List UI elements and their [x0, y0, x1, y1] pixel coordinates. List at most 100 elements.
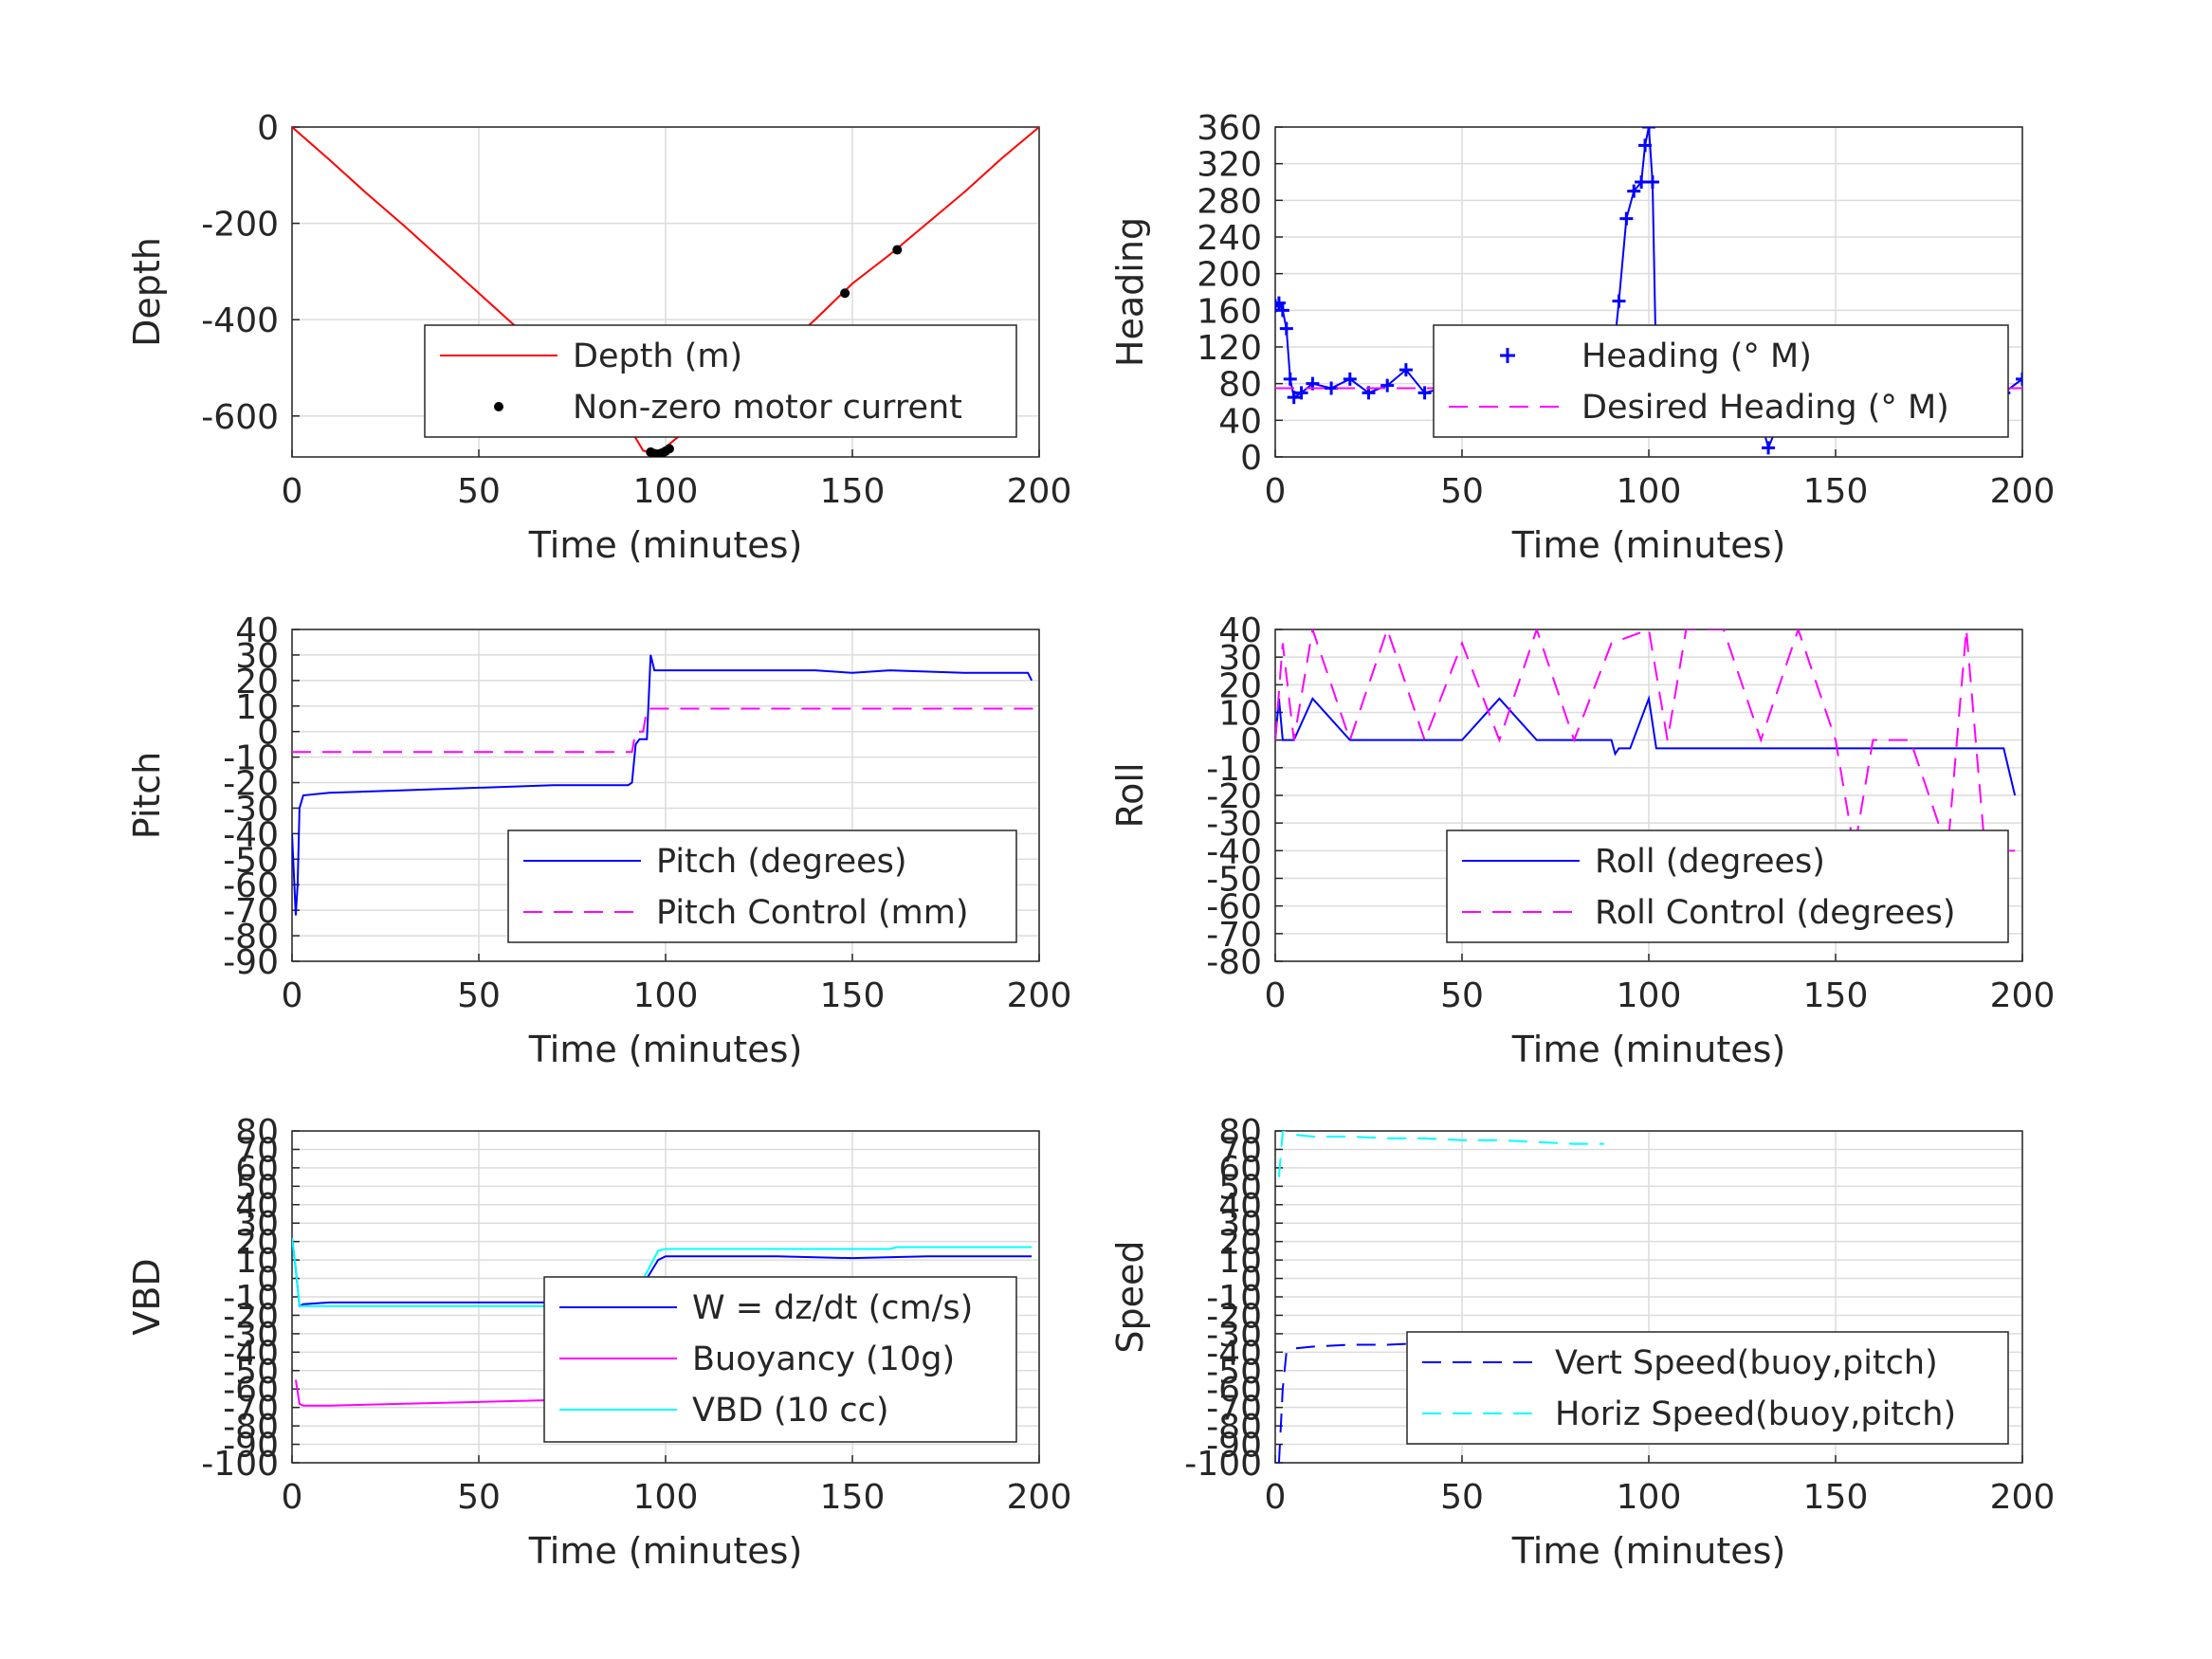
- y-tick-label: -50: [1206, 861, 1262, 900]
- x-tick-label: 0: [1265, 472, 1287, 511]
- x-tick-label: 100: [1617, 976, 1682, 1015]
- y-tick-label: -70: [223, 892, 279, 931]
- y-tick-label: 50: [235, 1168, 279, 1207]
- y-tick-label: -80: [1206, 943, 1262, 982]
- series-line: [292, 707, 1039, 754]
- y-tick-label: 70: [1218, 1131, 1262, 1170]
- y-tick-label: 80: [235, 1113, 279, 1152]
- y-tick-label: 30: [235, 1205, 279, 1244]
- y-tick-label: 10: [235, 688, 279, 727]
- y-tick-label: -40: [1206, 832, 1262, 871]
- legend-box: [424, 324, 1017, 438]
- data-point: [2016, 372, 2022, 386]
- y-tick-label: -80: [223, 918, 279, 957]
- x-tick-label: 200: [1990, 472, 2056, 511]
- y-tick-label: -30: [1206, 1316, 1262, 1355]
- series-line: [1275, 629, 2016, 852]
- chart-panel-4: 0 50 100 150 200403020100-10-20-30-40-50-60-…: [1109, 611, 2055, 1070]
- y-tick-label: 0: [257, 109, 279, 148]
- y-tick-label: 10: [1218, 1242, 1262, 1281]
- x-tick-label: 100: [1617, 1478, 1682, 1517]
- y-tick-label: -20: [223, 1297, 279, 1336]
- y-tick-label: -10: [1206, 750, 1262, 789]
- legend-label: Pitch Control (mm): [656, 894, 968, 932]
- y-tick-label: -90: [1206, 1427, 1262, 1466]
- y-tick-label: -90: [223, 1427, 279, 1466]
- legend-label: Roll (degrees): [1595, 843, 1825, 881]
- x-tick-label: 150: [820, 976, 886, 1015]
- legend-label: Buoyancy (10g): [692, 1340, 955, 1378]
- x-tick-label: 100: [1617, 472, 1682, 511]
- x-tick-label: 0: [282, 976, 303, 1015]
- y-axis-label: Depth: [126, 237, 168, 347]
- y-tick-label: -10: [1206, 1279, 1262, 1318]
- y-tick-label: 60: [235, 1150, 279, 1189]
- x-tick-label: 0: [1265, 1478, 1287, 1517]
- y-tick-label: 280: [1197, 182, 1262, 221]
- y-tick-label: -80: [1206, 1408, 1262, 1447]
- legend: Heading (° M) Desired Heading (° M): [1433, 324, 2009, 438]
- y-tick-label: 120: [1197, 329, 1262, 368]
- y-tick-label: 160: [1197, 292, 1262, 331]
- legend-box: [1446, 830, 2009, 943]
- y-tick-label: 50: [1218, 1168, 1262, 1207]
- y-tick-label: 0: [1240, 439, 1262, 478]
- legend-label: Heading (° M): [1581, 337, 1812, 375]
- y-tick-label: 360: [1197, 109, 1262, 148]
- y-tick-label: -70: [1206, 916, 1262, 955]
- y-tick-label: -100: [201, 1445, 279, 1484]
- y-tick-label: -70: [1206, 1390, 1262, 1429]
- y-tick-label: 200: [1197, 256, 1262, 295]
- x-tick-label: 0: [282, 1478, 303, 1517]
- y-tick-label: 10: [235, 1242, 279, 1281]
- x-axis-label: Time (minutes): [1511, 1530, 1786, 1572]
- legend-marker: [1500, 348, 1515, 363]
- x-tick-label: 0: [282, 472, 303, 511]
- y-tick-label: -30: [223, 1316, 279, 1355]
- y-tick-label: -30: [1206, 805, 1262, 844]
- y-tick-label: -10: [223, 739, 279, 778]
- y-tick-label: 40: [235, 611, 279, 650]
- axes-box: [291, 126, 1040, 458]
- x-axis-label: Time (minutes): [1511, 524, 1786, 566]
- x-tick-label: 150: [1803, 1478, 1869, 1517]
- y-tick-label: 30: [1218, 639, 1262, 678]
- x-tick-label: 150: [820, 472, 886, 511]
- y-tick-label: 80: [1218, 366, 1262, 405]
- y-tick-label: 10: [1218, 695, 1262, 734]
- x-tick-label: 200: [1007, 976, 1072, 1015]
- x-tick-label: 100: [633, 976, 699, 1015]
- y-tick-label: 20: [1218, 1224, 1262, 1263]
- y-tick-label: 30: [1218, 1205, 1262, 1244]
- y-tick-label: 0: [257, 714, 279, 753]
- legend-label: Desired Heading (° M): [1581, 389, 1949, 427]
- x-tick-label: 50: [1440, 976, 1484, 1015]
- y-axis-label: Speed: [1109, 1240, 1151, 1353]
- x-tick-label: 100: [633, 472, 699, 511]
- legend: W = dz/dt (cm/s) Buoyancy (10g) VBD (10 cc…: [543, 1276, 1017, 1443]
- y-tick-label: -20: [223, 765, 279, 804]
- y-tick-label: -90: [223, 943, 279, 982]
- y-tick-label: 70: [235, 1131, 279, 1170]
- y-tick-label: -200: [201, 206, 279, 245]
- legend-label: Vert Speed(buoy,pitch): [1555, 1344, 1938, 1382]
- y-tick-label: 40: [1218, 1187, 1262, 1226]
- data-point: [892, 245, 903, 255]
- series-line: [1277, 1131, 1604, 1177]
- x-tick-label: 150: [1803, 472, 1869, 511]
- x-tick-label: 200: [1990, 1478, 2056, 1517]
- y-tick-label: 320: [1197, 146, 1262, 185]
- x-axis-label: Time (minutes): [528, 1530, 803, 1572]
- x-tick-label: 150: [820, 1478, 886, 1517]
- x-tick-label: 50: [457, 1478, 501, 1517]
- axes-box: [291, 1130, 1040, 1464]
- series-line: [292, 654, 1033, 916]
- axes-box: [291, 629, 1040, 962]
- y-tick-label: 40: [1218, 611, 1262, 650]
- series-line: [1277, 1340, 1604, 1463]
- y-tick-label: 60: [1218, 1150, 1262, 1189]
- legend: Pitch (degrees) Pitch Control (mm): [507, 830, 1017, 943]
- y-tick-label: 20: [235, 663, 279, 702]
- legend: Roll (degrees) Roll Control (degrees): [1446, 830, 2009, 943]
